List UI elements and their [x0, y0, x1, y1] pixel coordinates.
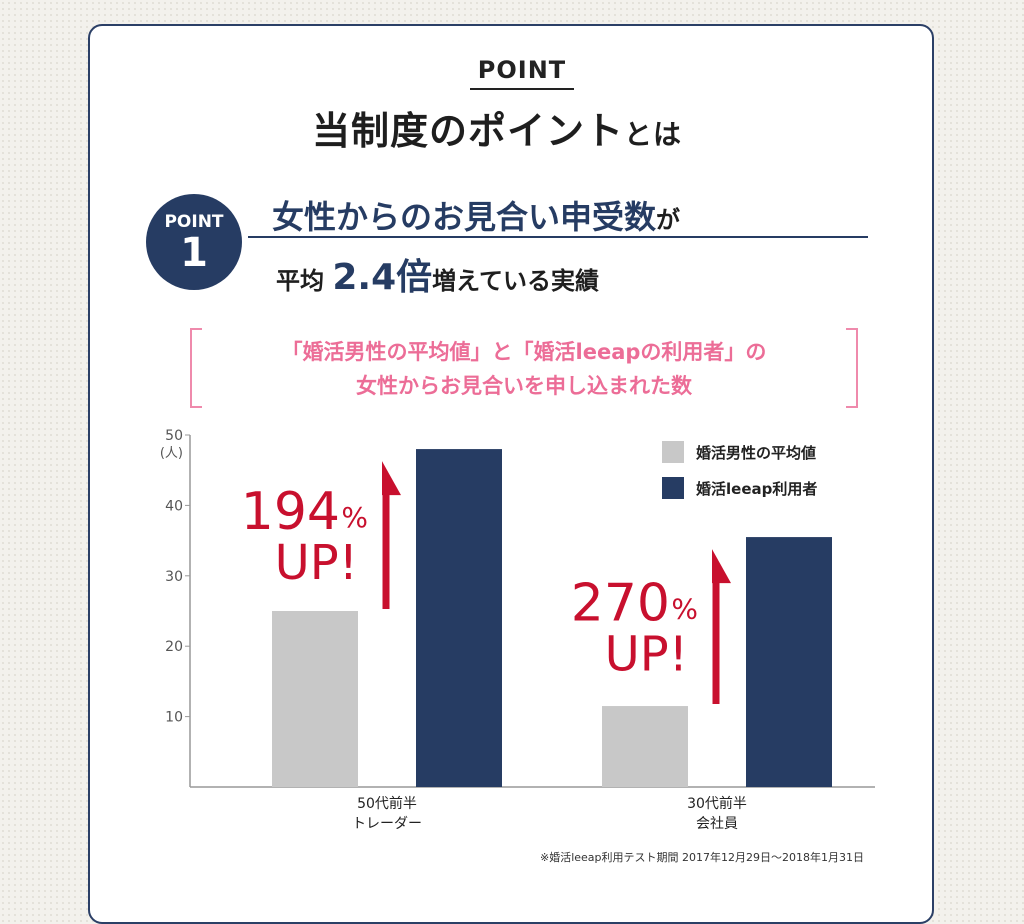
up-arrow-head: [382, 461, 401, 496]
footnote: ※婚活leeap利用テスト期間 2017年12月29日〜2018年1月31日: [540, 851, 865, 864]
y-tick-label: 40: [165, 498, 183, 514]
caption-line-1: 「婚活男性の平均値」と「婚活leeapの利用者」の: [281, 340, 767, 364]
x-category-label: 50代前半: [357, 795, 417, 812]
subtitle-prefix: 平均: [276, 267, 324, 295]
page-title-main: 当制度のポイント: [312, 109, 625, 153]
point-1-title-suffix: が: [656, 206, 681, 234]
legend-label: 婚活leeap利用者: [696, 480, 817, 498]
bar-average: [272, 611, 358, 787]
point-heading-underline: [470, 88, 574, 90]
caption-bracket-left: [190, 328, 202, 408]
subtitle-suffix: 増えている実績: [432, 267, 599, 295]
badge-number: 1: [180, 230, 208, 276]
point-1-title-main: 女性からのお見合い申受数: [272, 198, 657, 236]
annotation-value: 194: [241, 482, 340, 542]
y-unit-label: (人): [160, 446, 183, 461]
page-title: 当制度のポイントとは: [312, 100, 732, 155]
y-tick-label: 50: [165, 428, 183, 444]
x-category-label: 会社員: [696, 816, 738, 832]
bar-average: [602, 706, 688, 787]
subtitle-value: 2.4倍: [332, 257, 433, 298]
badge-word: POINT: [164, 212, 224, 232]
point-1-divider: [248, 236, 868, 238]
point-1-title: 女性からのお見合い申受数が: [272, 192, 680, 238]
y-tick-label: 10: [165, 710, 183, 726]
legend-swatch: [662, 477, 684, 499]
y-tick-label: 20: [165, 639, 183, 655]
point-heading: POINT: [477, 56, 567, 84]
annotation-value: 270: [571, 574, 670, 634]
up-arrow-head: [712, 549, 731, 584]
annotation-unit: %: [341, 501, 368, 534]
point-1-subtitle: 平均 2.4倍増えている実績: [276, 248, 599, 300]
legend-label: 婚活男性の平均値: [696, 444, 816, 462]
legend-swatch: [662, 441, 684, 463]
annotation-unit: %: [671, 593, 698, 626]
bar-leeap: [746, 537, 832, 787]
x-category-label: 30代前半: [687, 795, 747, 812]
annotation-text: UP!: [275, 535, 358, 591]
y-tick-label: 30: [165, 569, 183, 585]
caption-line-2: 女性からお見合いを申し込まれた数: [356, 374, 692, 398]
annotation-text: UP!: [605, 627, 688, 683]
page-title-suffix: とは: [624, 118, 683, 151]
caption-bracket-right: [846, 328, 858, 408]
x-category-label: トレーダー: [352, 816, 422, 832]
bar-leeap: [416, 449, 502, 787]
point-1-badge: POINT 1: [146, 194, 242, 290]
